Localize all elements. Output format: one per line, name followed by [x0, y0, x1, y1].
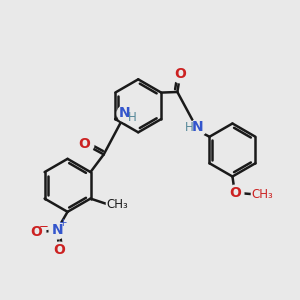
Text: N: N [192, 120, 203, 134]
Text: H: H [128, 111, 137, 124]
Text: H: H [185, 121, 194, 134]
Text: CH₃: CH₃ [106, 198, 128, 211]
Text: O: O [229, 186, 241, 200]
Text: O: O [53, 243, 65, 257]
Text: +: + [59, 218, 68, 228]
Text: −: − [39, 220, 49, 233]
Text: O: O [174, 67, 186, 81]
Text: N: N [119, 106, 130, 120]
Text: CH₃: CH₃ [251, 188, 273, 201]
Text: N: N [51, 223, 63, 236]
Text: O: O [31, 225, 43, 239]
Text: O: O [79, 137, 91, 151]
